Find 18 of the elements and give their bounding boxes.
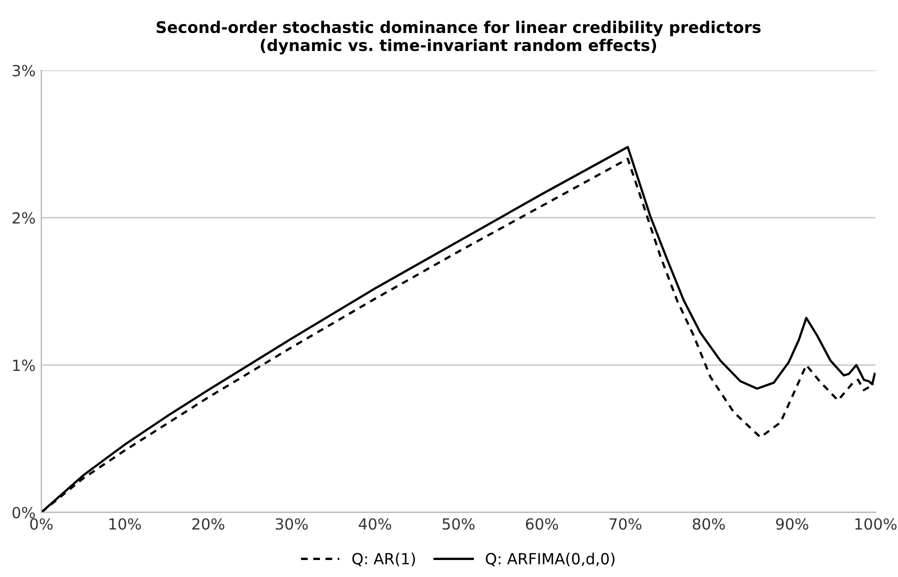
x-tick-label: 10%	[109, 518, 141, 530]
x-tick-label: 30%	[276, 518, 308, 530]
x-tick-label: 50%	[442, 518, 475, 530]
x-tick-label: 100%	[855, 518, 897, 530]
x-tick-label: 70%	[610, 518, 642, 530]
x-tick-label: 60%	[526, 518, 558, 530]
y-tick-label: 2%	[12, 212, 35, 224]
x-tick-label: 40%	[358, 518, 392, 530]
x-tick-label: 80%	[692, 518, 725, 530]
x-tick-label: 0%	[30, 518, 53, 530]
legend-label: Q: AR(1)	[352, 552, 415, 566]
x-tick-label: 20%	[192, 518, 224, 530]
y-tick-label: 1%	[13, 360, 35, 372]
x-tick-label: 90%	[776, 518, 808, 530]
legend-label: Q: ARFIMA(0,d,0)	[486, 552, 614, 566]
chart-title: Second-order stochastic dominance for linear credibility predictors (dynamic vs. time-invariant random effects)	[156, 20, 761, 54]
y-tick-label: 0%	[12, 506, 35, 518]
y-tick-label: 3%	[12, 64, 35, 76]
